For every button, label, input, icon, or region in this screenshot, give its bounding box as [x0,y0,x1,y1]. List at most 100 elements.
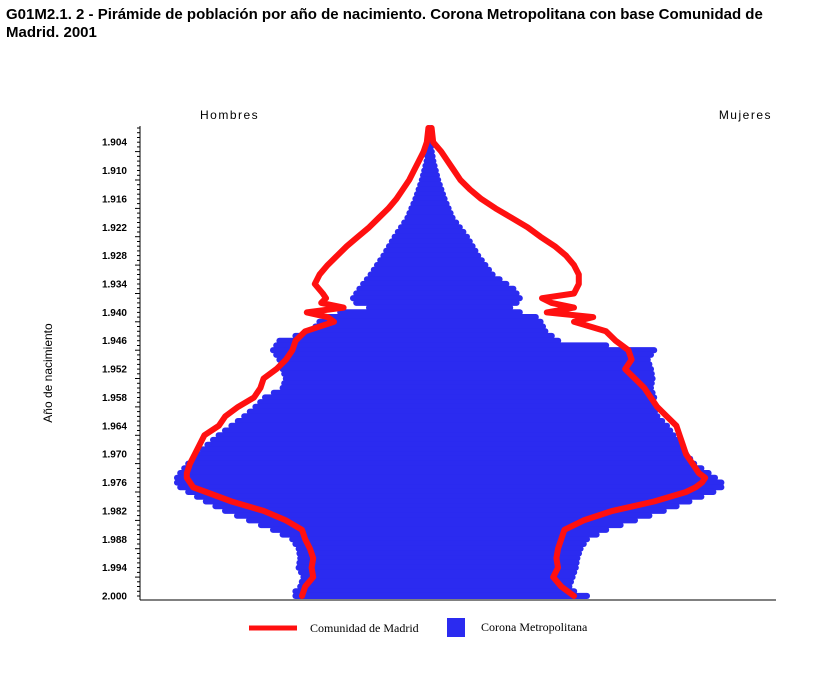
corona-bar-1915 [414,191,446,198]
corona-bar-1979 [194,493,705,500]
corona-bar-1989 [292,540,587,547]
legend-label-comunidad: Comunidad de Madrid [310,621,419,635]
comunidad-line-women [428,125,709,599]
corona-bar-1934 [360,280,510,287]
y-axis-title: Año de nacimiento [41,323,55,423]
corona-bar-1943 [312,323,546,330]
y-tick-label: 1.952 [102,365,127,376]
corona-bar-1920 [404,214,456,221]
y-tick-label: 1.916 [102,194,127,205]
corona-bar-1931 [370,266,492,273]
corona-bar-2000 [292,592,590,599]
corona-bar-1933 [363,276,503,283]
corona-bar-1986 [270,526,610,533]
corona-bar-1971 [190,455,694,462]
corona-bar-1977 [177,484,725,491]
corona-bar-1966 [215,432,677,439]
y-tick-label: 1.928 [102,251,127,262]
corona-bar-1973 [181,465,705,472]
legend-label-corona: Corona Metropolitana [481,620,588,634]
corona-bar-1940 [337,309,523,316]
left-side-label: Hombres [200,108,259,122]
corona-bar-1999 [292,588,578,595]
y-tick-label: 1.946 [102,336,127,347]
corona-bar-1984 [246,517,638,524]
corona-bar-1964 [228,422,670,429]
corona-bar-1936 [353,290,520,297]
corona-bar-1994 [295,564,579,571]
y-tick-label: 1.970 [102,450,127,461]
corona-bar-1998 [297,583,573,590]
corona-bar-1932 [367,271,496,278]
chart-title: G01M2.1. 2 - Pirámide de población por a… [6,6,763,41]
corona-bar-1952 [279,366,654,373]
corona-bar-1993 [296,559,580,566]
y-tick-label: 1.976 [102,478,127,489]
corona-bar-1907 [424,153,436,160]
axes [139,126,776,601]
corona-bar-1944 [308,328,549,335]
corona-bar-1948 [270,347,658,354]
y-tick-label: 1.940 [102,308,127,319]
corona-bar-1956 [279,384,654,391]
corona-bar-1925 [388,238,473,245]
corona-bar-1950 [276,356,651,363]
corona-bar-1951 [278,361,653,368]
corona-bar-1954 [282,375,656,382]
corona-bar-1909 [422,162,438,169]
corona-bar-1960 [252,403,656,410]
corona-bar-1937 [350,295,523,302]
corona-bar-1935 [356,285,517,292]
corona-bar-1996 [300,574,576,581]
y-tick-label: 1.964 [102,421,127,432]
corona-bar-1938 [353,299,520,306]
corona-bar-1978 [185,488,717,495]
corona-bar-1972 [185,460,698,467]
corona-bar-1959 [257,399,657,406]
corona-bar-1906 [425,148,435,155]
corona-bar-1988 [289,536,590,543]
corona-bar-1958 [262,394,658,401]
corona-bar-1961 [246,408,659,415]
corona-bar-1929 [377,257,485,264]
legend: Comunidad de Madrid Corona Metropolitana [249,618,588,637]
corona-bar-1921 [401,219,460,226]
y-tick-label: 1.988 [102,535,127,546]
y-tick-label: 1.958 [102,393,127,404]
corona-bar-1947 [273,342,610,349]
corona-bar-1917 [410,200,450,207]
corona-metropolitana-series [174,124,725,599]
corona-bar-1967 [210,436,680,443]
corona-bar-1992 [297,555,581,562]
y-tick-label: 1.922 [102,223,127,234]
corona-bar-1926 [386,243,476,250]
corona-bar-1968 [204,441,683,448]
legend-swatch-corona [447,618,465,637]
corona-bar-1957 [270,389,656,396]
corona-bar-1983 [234,512,653,519]
corona-bar-1942 [316,318,544,325]
corona-bar-1997 [298,578,574,585]
corona-bar-1953 [281,370,655,377]
corona-bar-1955 [281,380,655,387]
corona-bar-1941 [324,314,539,321]
comunidad-de-madrid-series [183,125,709,599]
corona-bar-1923 [394,228,467,235]
corona-bar-1976 [174,479,725,486]
corona-bar-1985 [258,522,624,529]
corona-bar-1913 [417,181,443,188]
corona-bar-1965 [222,427,674,434]
corona-bar-1922 [398,224,463,231]
corona-bar-1919 [406,210,454,217]
corona-bar-1990 [295,545,584,552]
corona-bar-1981 [212,503,680,510]
corona-bar-1928 [380,252,482,259]
y-axis-ticks: 1.904 1.910 1.916 1.922 1.928 1.934 1.940 1.946… [102,127,140,603]
corona-bar-1916 [412,195,448,202]
y-tick-label: 1.904 [102,138,127,149]
corona-bar-1982 [222,507,667,514]
right-side-label: Mujeres [719,108,772,122]
corona-bar-1987 [279,531,600,538]
y-tick-label: 1.994 [102,563,127,574]
